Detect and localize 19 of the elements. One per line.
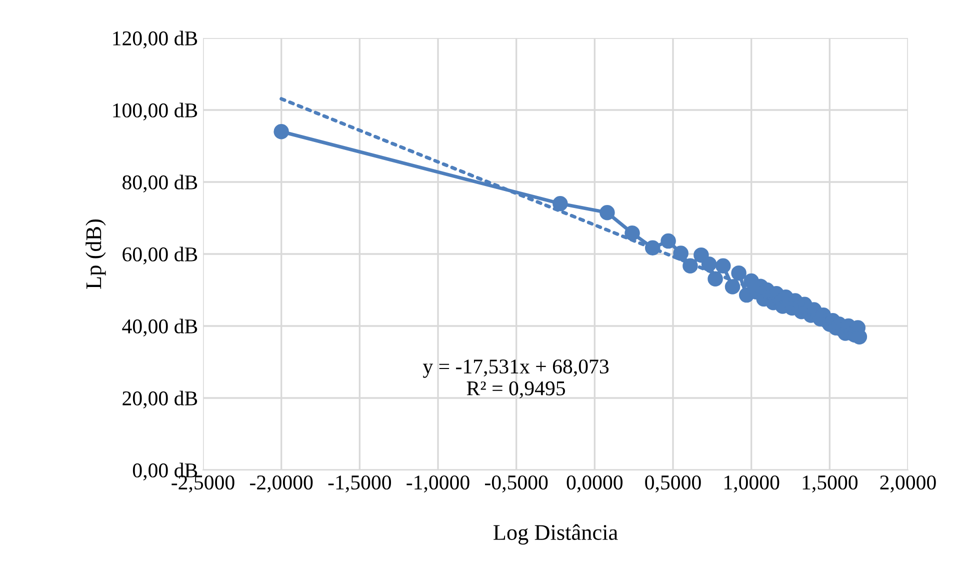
x-axis-title: Log Distância (494, 524, 618, 545)
y-tick-label: 60,00 dB (122, 246, 198, 264)
x-tick-label: 0,5000 (645, 475, 701, 493)
y-tick-label: 80,00 dB (122, 174, 198, 192)
x-tick-label: -2,0000 (250, 475, 313, 493)
x-tick-label: 0,0000 (566, 475, 623, 493)
y-tick-label: 100,00 dB (113, 102, 198, 120)
y-axis-title: Lp (dB) (86, 219, 106, 289)
x-tick-label: -0,5000 (484, 475, 548, 493)
x-tick-label: 1,5000 (802, 475, 858, 493)
x-tick-label: -1,5000 (328, 475, 391, 493)
annotation: y = -17,531x + 68,073 R² = 0,9495 (422, 359, 609, 398)
y-tick-label: 120,00 dB (113, 30, 198, 48)
x-tick-label: -2,5000 (172, 475, 234, 493)
y-tick-label: 40,00 dB (122, 318, 198, 336)
x-tick-label: 1,0000 (724, 475, 780, 493)
x-tick-label: 2,0000 (880, 475, 936, 493)
x-tick-label: -1,0000 (406, 475, 470, 493)
y-tick-label: 20,00 dB (122, 390, 198, 408)
